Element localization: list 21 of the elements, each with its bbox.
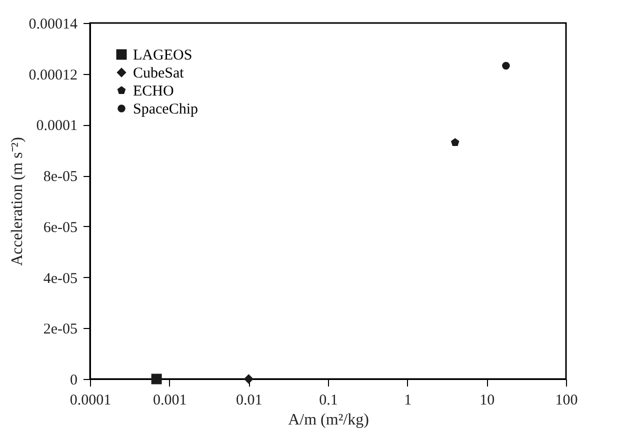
x-tick-label: 10 <box>480 392 495 408</box>
x-tick-label: 0.001 <box>152 392 187 408</box>
y-tick-label: 0.00012 <box>28 67 78 84</box>
y-axis-title: Acceleration (m s⁻²) <box>8 137 26 266</box>
y-tick-label: 8e-05 <box>43 169 78 186</box>
y-tick-label: 6e-05 <box>43 220 78 236</box>
legend-label: SpaceChip <box>133 102 198 118</box>
legend-label: CubeSat <box>133 66 185 82</box>
x-axis-title: A/m (m²/kg) <box>288 412 369 428</box>
x-tick-label: 0.1 <box>319 392 338 408</box>
x-tick-label: 100 <box>555 392 578 408</box>
y-tick-label: 2e-05 <box>43 322 78 338</box>
x-tick-label: 1 <box>404 392 412 408</box>
x-tick-label: 0.0001 <box>70 392 112 408</box>
y-tick-label: 4e-05 <box>43 270 78 287</box>
legend-label: ECHO <box>133 84 174 100</box>
y-tick-label: 0 <box>70 372 78 388</box>
x-tick-label: 0.01 <box>236 392 262 408</box>
y-tick-label: 0.00014 <box>28 16 78 32</box>
legend-label: LAGEOS <box>133 48 192 64</box>
y-tick-label: 0.0001 <box>36 118 78 134</box>
